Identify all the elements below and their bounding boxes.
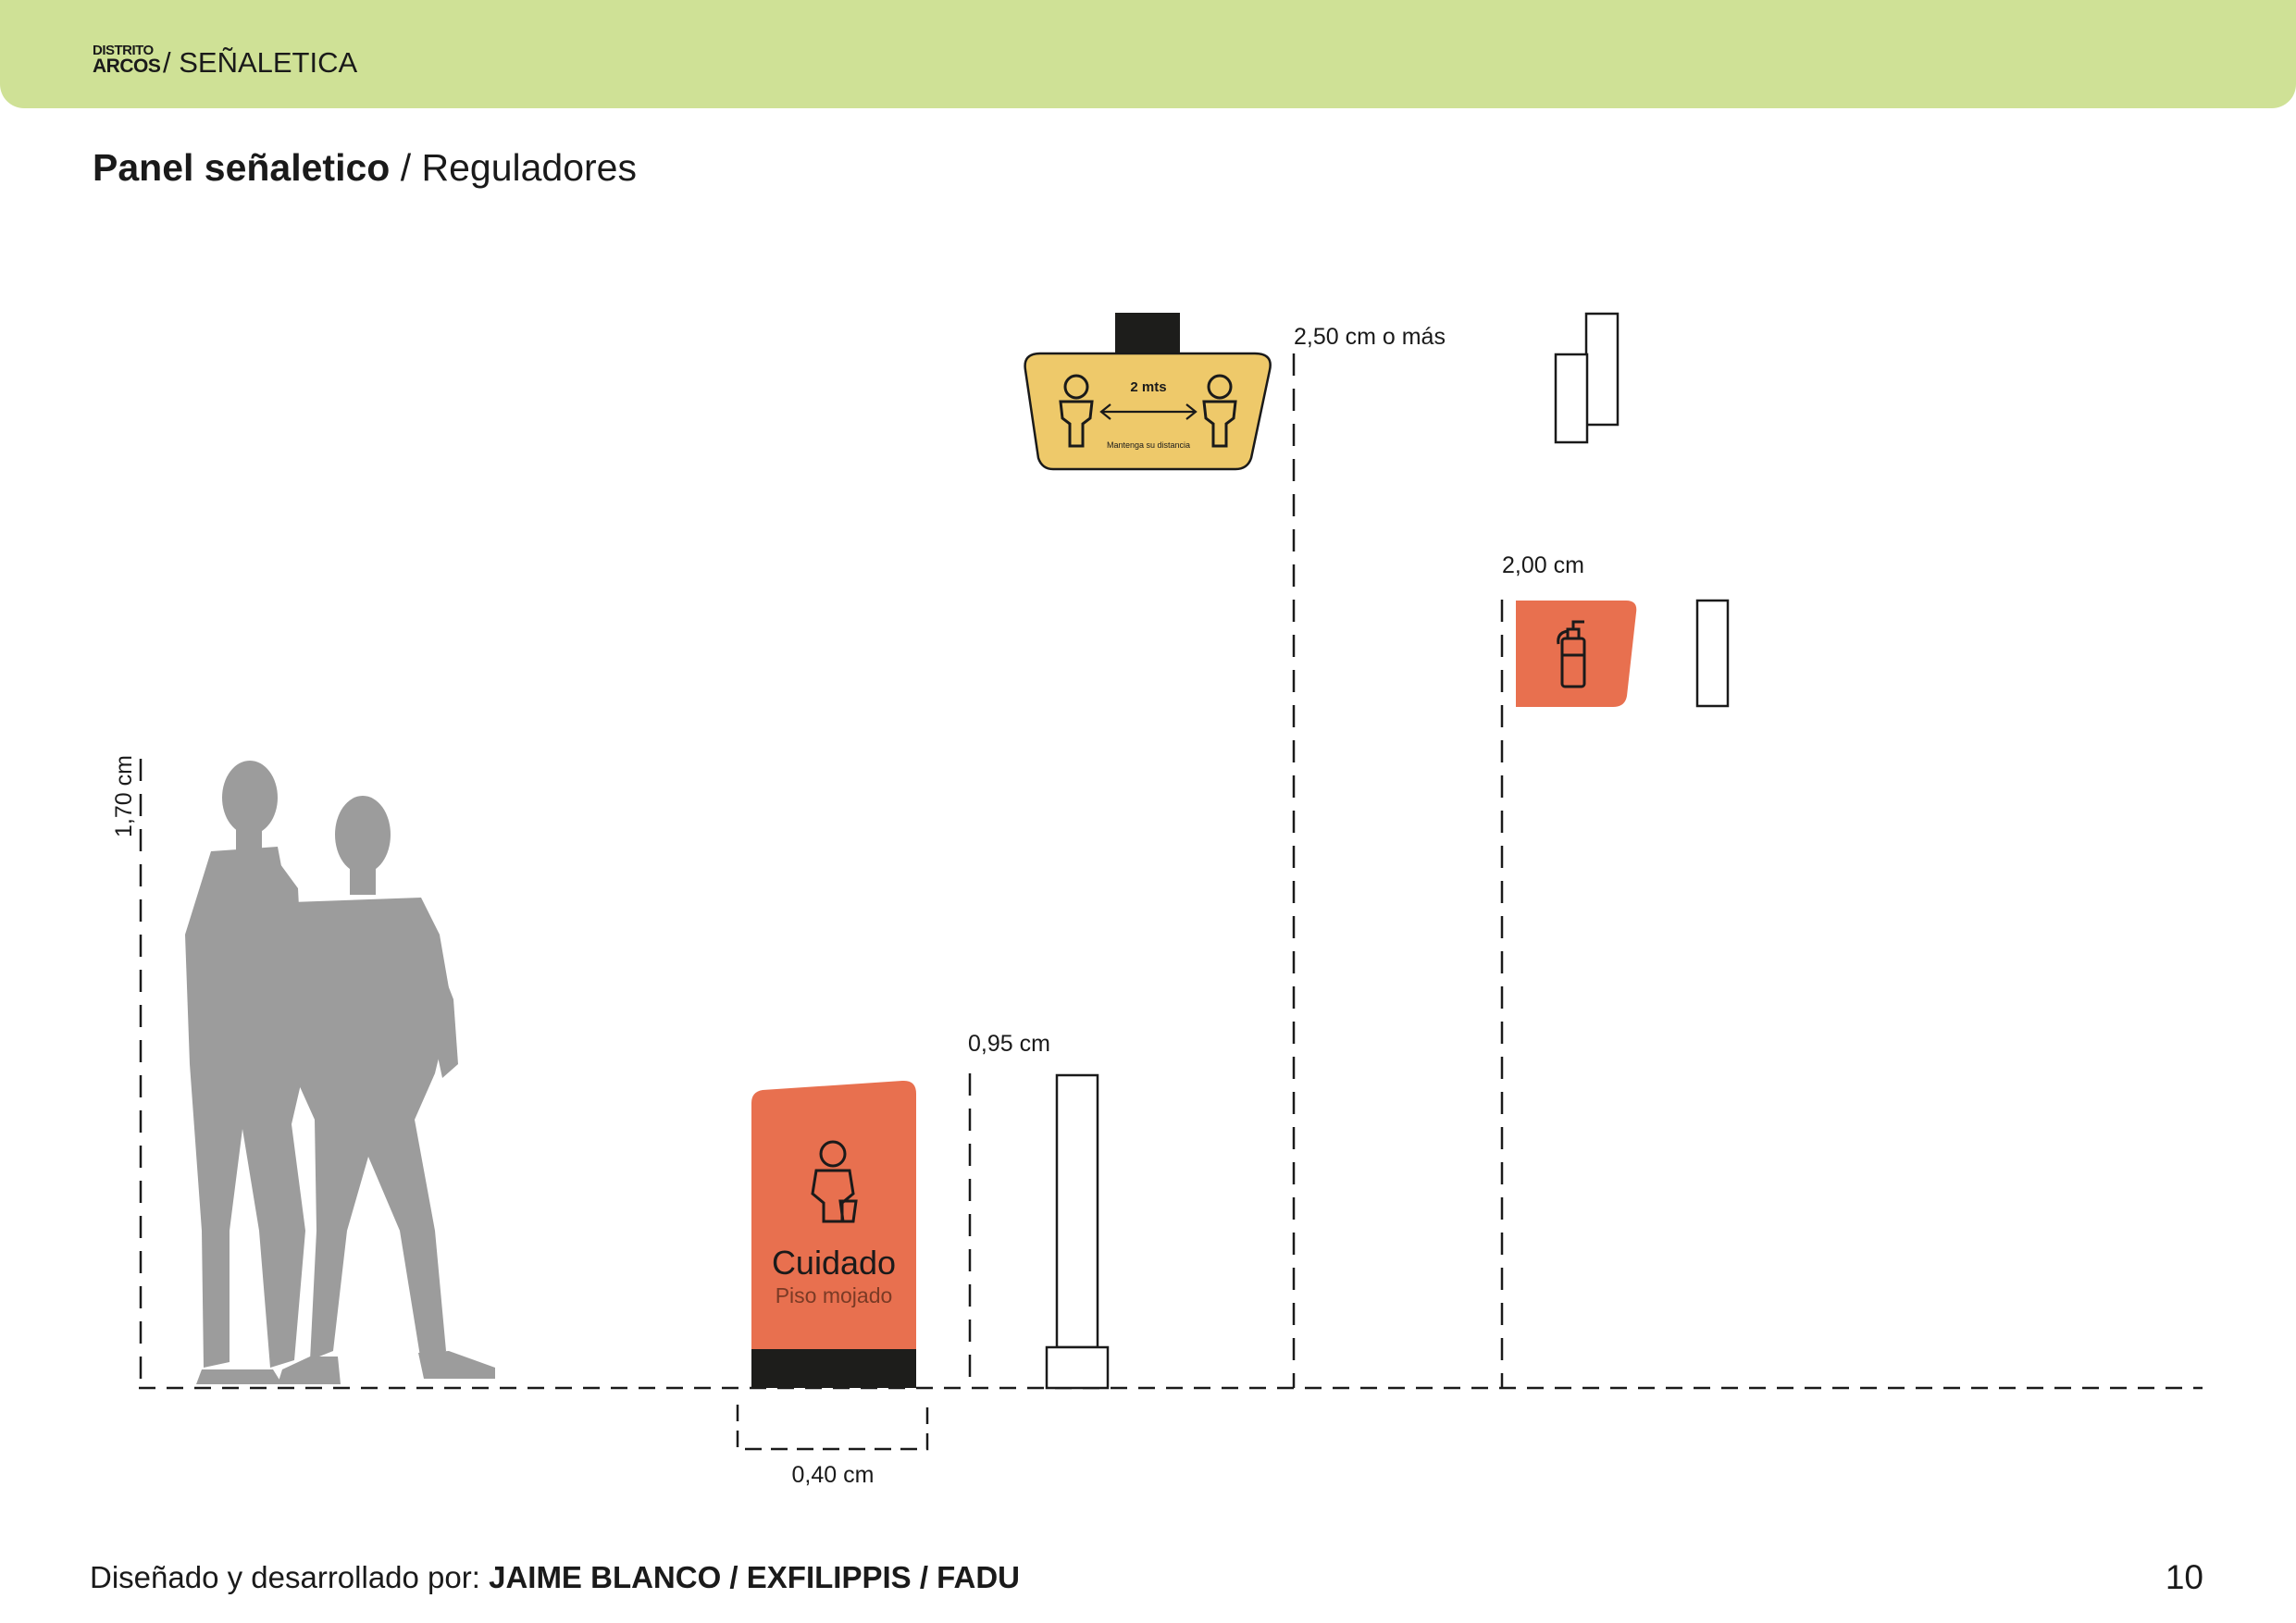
footer-credit: Diseñado y desarrollado por: JAIME BLANC… xyxy=(90,1560,1020,1595)
post-height-label: 0,95 cm xyxy=(968,1031,1050,1057)
floor-sign-width-label: 0,40 cm xyxy=(792,1462,875,1488)
hanging-sign: 2 mts Mantenga su distancia xyxy=(1024,313,1272,471)
page-title-light: / Reguladores xyxy=(390,146,637,189)
hanging-sign-caption: Mantenga su distancia xyxy=(1107,440,1190,450)
floor-sign-base xyxy=(751,1349,916,1388)
footer-credit-names: JAIME BLANCO / EXFILIPPIS / FADU xyxy=(489,1560,1020,1594)
post-base xyxy=(1045,1345,1110,1390)
footer-credit-prefix: Diseñado y desarrollado por: xyxy=(90,1560,490,1594)
hanging-sign-distance: 2 mts xyxy=(1130,379,1166,395)
hanging-side-panel xyxy=(1554,353,1589,444)
fire-extinguisher-icon xyxy=(1557,620,1586,688)
floor-sign-width-bracket xyxy=(736,1405,929,1451)
wall-sign-side xyxy=(1695,599,1730,708)
floor-sign: Cuidado Piso mojado xyxy=(751,1080,916,1388)
brand-logo: DISTRITO ARCOS xyxy=(93,43,161,77)
brand-line1: DISTRITO xyxy=(93,43,154,58)
section-label: / SEÑALETICA xyxy=(163,46,358,79)
post-shaft xyxy=(1055,1073,1099,1349)
floor-sign-panel xyxy=(751,1080,916,1349)
page-title-strong: Panel señaletico xyxy=(93,146,391,189)
person-icon xyxy=(1202,374,1237,448)
header-bar xyxy=(0,0,2296,108)
hanging-height-label: 2,50 cm o más xyxy=(1294,324,1446,350)
janitor-bucket-icon xyxy=(811,1140,858,1223)
brand-line2: ARCOS xyxy=(93,56,161,77)
hanging-side-mount xyxy=(1584,312,1620,427)
page-title: Panel señaletico / Reguladores xyxy=(93,146,637,190)
person-height-label: 1,70 cm xyxy=(111,755,137,837)
floor-sign-subtitle: Piso mojado xyxy=(776,1283,893,1307)
floor-sign-title: Cuidado xyxy=(772,1244,896,1282)
people-silhouette-icon xyxy=(185,761,495,1384)
page-number: 10 xyxy=(2165,1558,2203,1596)
double-arrow-icon xyxy=(1099,403,1198,420)
wall-height-label: 2,00 cm xyxy=(1502,552,1584,578)
hanging-sign-mount xyxy=(1115,313,1180,354)
wall-sign xyxy=(1516,601,1637,707)
person-icon xyxy=(1059,374,1094,448)
